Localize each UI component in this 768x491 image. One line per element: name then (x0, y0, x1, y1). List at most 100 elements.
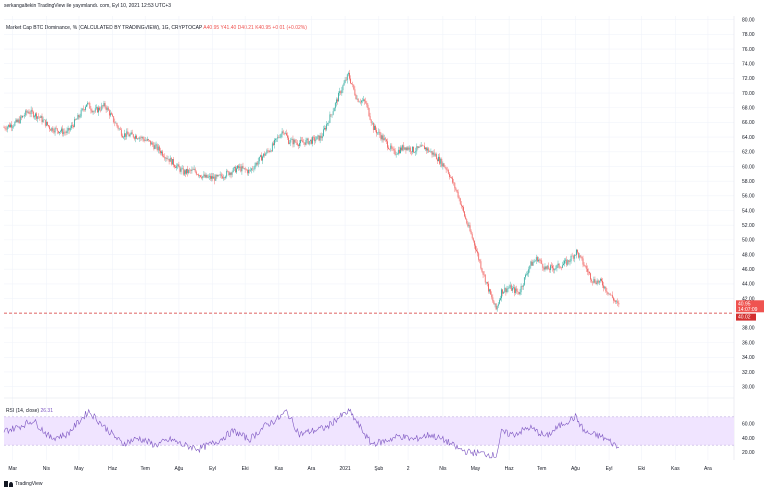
candle-body (221, 176, 223, 179)
time-tick-label: Ara (308, 466, 316, 472)
price-tick-label: 48.00 (742, 252, 755, 258)
candle-body (287, 135, 288, 138)
candle-body (502, 289, 503, 294)
candle-body (226, 170, 228, 177)
candle-body (509, 285, 511, 288)
price-axis[interactable]: 80.00 78.00 76.00 74.00 72.00 70.00 68.00 66.00… (742, 17, 755, 390)
candle-body (238, 165, 240, 168)
candle-body (494, 303, 496, 305)
rsi-axis[interactable]: 60.00 40.00 20.00 (742, 422, 755, 456)
candle-body (274, 139, 275, 145)
candle-body (48, 125, 49, 127)
price-tick-label: 50.00 (742, 238, 755, 244)
candle-body (242, 166, 244, 169)
candle-body (176, 165, 178, 169)
candle-body (363, 99, 364, 101)
candle-body (304, 142, 306, 145)
time-tick-label: Nis (43, 466, 51, 472)
time-tick-label: Haz (505, 466, 514, 472)
time-axis[interactable]: Mar Nis May Haz Tem Ağu Eyl Eki Kas Ara 2021 Şub 2 Ni… (8, 466, 712, 472)
countdown-tag: 14:07:09 (738, 307, 758, 313)
candle-body (376, 130, 377, 134)
candle-body (309, 139, 311, 142)
candle-body (280, 134, 282, 138)
candle-body (514, 287, 515, 293)
candle-body (565, 259, 567, 261)
price-tick-label: 56.00 (742, 194, 755, 200)
candle-body (463, 207, 464, 212)
price-tick-label: 80.00 (742, 17, 755, 23)
candle-body (255, 162, 257, 166)
candle-body (346, 74, 348, 81)
candle-body (162, 151, 163, 156)
candle-body (487, 281, 488, 284)
candle-body (578, 252, 580, 258)
price-tick-label: 78.00 (742, 32, 755, 38)
candle-body (306, 138, 308, 140)
candle-body (533, 261, 535, 263)
candle-body (465, 216, 467, 220)
candle-body (603, 285, 605, 289)
candle-body (527, 273, 528, 275)
candle-body (397, 149, 399, 154)
candle-body (464, 211, 465, 217)
candle-body (143, 138, 145, 141)
candle-body (477, 251, 479, 254)
candle-body (528, 269, 530, 274)
candle-body (6, 126, 8, 130)
time-tick-label: Tem (140, 466, 149, 472)
candle-body (200, 175, 202, 177)
candle-body (77, 114, 79, 120)
candle-body (239, 166, 241, 168)
candle-body (471, 234, 473, 239)
time-tick-label: Ara (704, 466, 712, 472)
candle-body (150, 140, 152, 145)
candle-body (91, 110, 93, 113)
candle-body (293, 139, 295, 145)
candle-body (589, 271, 590, 274)
candle-body (566, 259, 568, 265)
candle-body (585, 266, 587, 269)
candle-body (174, 165, 175, 167)
price-tick-label: 66.00 (742, 120, 755, 126)
price-tick-label: 46.00 (742, 267, 755, 273)
time-tick-label: 2021 (340, 466, 351, 472)
candle-body (472, 238, 474, 241)
candle-body (34, 116, 35, 118)
candle-body (449, 173, 450, 178)
candle-body (11, 124, 12, 128)
candle-body (144, 140, 146, 141)
candle-body (493, 301, 495, 305)
candle-body (60, 131, 61, 132)
candle-body (259, 155, 261, 157)
candle-body (412, 146, 413, 153)
candle-body (518, 291, 520, 295)
candle-body (349, 72, 350, 79)
candle-body (62, 128, 64, 135)
candle-body (406, 147, 408, 151)
candle-body (519, 292, 521, 295)
candle-body (127, 131, 129, 135)
candle-body (602, 280, 603, 286)
price-tick-label: 52.00 (742, 223, 755, 229)
candle-body (550, 265, 551, 271)
candle-body (532, 262, 534, 266)
candle-body (89, 103, 91, 109)
candle-body (598, 280, 600, 283)
candle-body (102, 105, 104, 107)
candle-body (500, 298, 501, 300)
candle-body (452, 177, 454, 183)
candle-body (496, 305, 498, 310)
candle-body (165, 157, 167, 159)
tradingview-logo-icon (4, 481, 13, 487)
candle-body (175, 166, 177, 169)
candle-body (18, 119, 20, 124)
candle-body (110, 113, 111, 116)
candle-body (92, 111, 94, 113)
candle-body (97, 107, 98, 113)
candle-body (451, 177, 452, 178)
candle-body (354, 89, 356, 95)
candle-body (365, 101, 367, 103)
candle-body (290, 139, 292, 143)
